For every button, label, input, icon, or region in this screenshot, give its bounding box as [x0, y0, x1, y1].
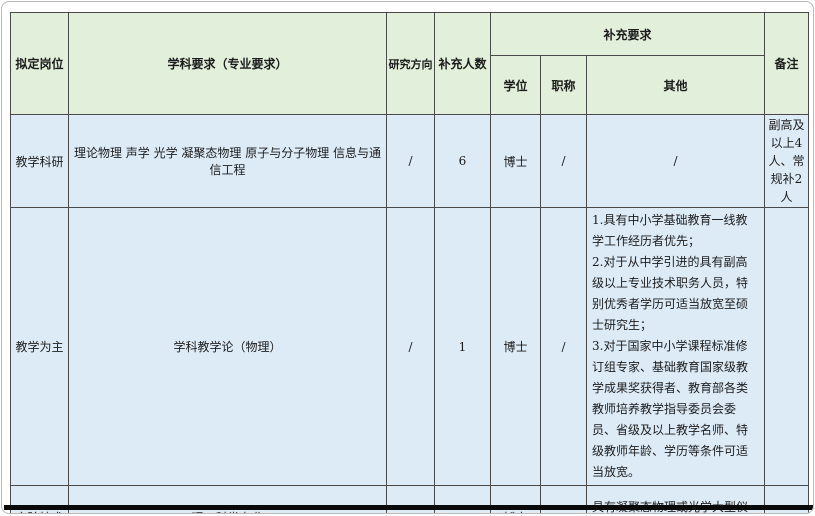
- cell-subject: 学科教学论（物理）: [68, 207, 387, 486]
- table-row: 教学科研 理论物理 声学 光学 凝聚态物理 原子与分子物理 信息与通信工程 / …: [10, 114, 809, 208]
- cell-title: /: [540, 207, 587, 486]
- table-bottom-border: [4, 505, 813, 510]
- header-supplement-count: 补充人数: [434, 12, 491, 115]
- cell-direction: /: [386, 114, 435, 208]
- recruitment-requirements-table: 拟定岗位 学科要求（专业要求） 研究方向 补充人数 补充要求 备注 学位 职称 …: [10, 12, 809, 513]
- cell-remark: 副高及以上4人、常规补2人: [764, 114, 809, 208]
- header-subject-requirement: 学科要求（专业要求）: [68, 12, 387, 115]
- cell-subject: 理论物理 声学 光学 凝聚态物理 原子与分子物理 信息与通信工程: [68, 114, 387, 208]
- cell-direction: /: [386, 207, 435, 486]
- cell-count: 6: [434, 114, 491, 208]
- header-proposed-position: 拟定岗位: [10, 12, 69, 115]
- cell-other: 1.具有中小学基础教育一线教学工作经历者优先； 2.对于从中学引进的具有副高级以…: [586, 207, 765, 486]
- header-professional-title: 职称: [540, 55, 587, 115]
- header-other: 其他: [586, 55, 765, 115]
- cell-title: /: [540, 114, 587, 208]
- cell-position: 实验技术: [10, 485, 69, 513]
- table-row: 教学为主 学科教学论（物理） / 1 博士 / 1.具有中小学基础教育一线教学工…: [10, 207, 809, 486]
- cell-other: /: [586, 114, 765, 208]
- header-remark: 备注: [764, 12, 809, 115]
- header-supplement-requirement-group: 补充要求: [490, 12, 765, 56]
- cell-remark: [764, 207, 809, 486]
- cell-count: 1: [434, 207, 491, 486]
- header-degree: 学位: [490, 55, 541, 115]
- cell-degree: 博士: [490, 207, 541, 486]
- cell-position: 教学为主: [10, 207, 69, 486]
- cell-position: 教学科研: [10, 114, 69, 208]
- cell-degree: 博士: [490, 114, 541, 208]
- header-research-direction: 研究方向: [386, 12, 435, 115]
